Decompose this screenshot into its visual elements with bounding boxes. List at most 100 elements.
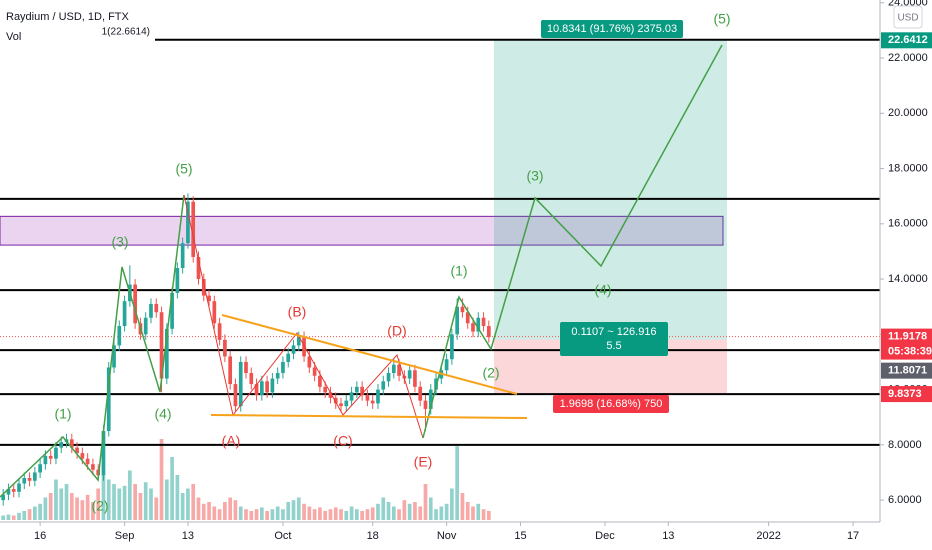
candle-body (296, 337, 301, 346)
volume-bar (318, 507, 322, 520)
x-tick-label: Oct (274, 530, 291, 542)
volume-bar (223, 502, 227, 520)
countdown-box (881, 343, 932, 360)
candle-body (170, 292, 174, 329)
volume-bar (59, 488, 64, 520)
candle-body (476, 317, 481, 332)
volume-bar (233, 500, 238, 520)
volume-bar (32, 506, 37, 520)
volume-bar (249, 511, 254, 520)
candle-body (254, 384, 259, 396)
candle-body (386, 373, 391, 382)
volume-bar (323, 511, 328, 520)
volume-bar (186, 488, 190, 520)
volume-bar (244, 509, 248, 520)
candle-body (397, 364, 401, 376)
volume-bar (355, 509, 359, 520)
volume-bar (397, 509, 401, 520)
volume-bar (286, 502, 291, 520)
wave-label: (2) (482, 365, 499, 381)
candle-body (349, 392, 354, 401)
candle-body (149, 303, 153, 318)
volume-bar (22, 511, 27, 520)
candle-body (486, 326, 491, 338)
candle-body (270, 378, 275, 393)
wave-label: (5) (713, 11, 730, 27)
candle-body (207, 295, 211, 302)
countdown: 05:38:39 (888, 346, 932, 358)
volume-bar (344, 511, 349, 520)
candle-body (85, 458, 90, 465)
y-tick-label: 6.0000 (888, 494, 922, 506)
volume-bar (212, 506, 217, 520)
candle-body (91, 464, 95, 470)
volume-bar (143, 482, 148, 520)
volume-bar (439, 506, 444, 520)
wave-label: (A) (222, 433, 241, 449)
volume-bar (275, 506, 280, 520)
levels-layer: 1(22.6614) (0, 26, 880, 446)
candle-body (265, 381, 269, 393)
candle-body (391, 364, 396, 374)
candle-body (302, 337, 306, 357)
volume-bar (444, 503, 449, 520)
x-tick-label: 13 (662, 530, 674, 542)
candle-body (69, 439, 74, 448)
wave-label: (2) (91, 498, 108, 514)
volume-bar (128, 470, 132, 520)
volume-bar (11, 515, 16, 520)
stop-price-box (881, 386, 932, 403)
candle-body (455, 306, 460, 335)
y-tick-label: 24.0000 (888, 0, 928, 9)
candle-body (175, 268, 180, 293)
chart-title: Raydium / USD, 1D, FTX (6, 11, 130, 23)
currency-box[interactable] (893, 5, 923, 29)
y-tick-label: 16.0000 (888, 218, 928, 230)
y-tick-label: 14.0000 (888, 273, 928, 285)
volume-bar (196, 497, 201, 520)
wave-label: (D) (387, 323, 406, 339)
volume-bar (328, 509, 333, 520)
candle-body (117, 326, 122, 346)
candle-body (186, 201, 190, 244)
volume-bar (149, 488, 153, 520)
level-label: 1(22.6614) (102, 26, 150, 37)
volume-bar (138, 493, 143, 520)
candle-body (154, 303, 159, 313)
candle-body (217, 323, 222, 340)
volume-bar (91, 502, 95, 520)
candle-body (376, 389, 380, 404)
wave-label: (5) (175, 161, 192, 177)
candle-body (201, 279, 206, 296)
volume-bar (201, 503, 206, 520)
candle-body (428, 389, 433, 409)
volume-bar (349, 506, 354, 520)
volume-bar (75, 497, 79, 520)
candle-body (471, 323, 475, 332)
volume-bar (43, 497, 48, 520)
candle-body (323, 386, 328, 393)
candle-body (196, 256, 201, 280)
target-label: 10.8341 (91.76%) 2375.03 (547, 23, 677, 35)
candle-body (17, 483, 21, 492)
volume-bar (228, 497, 233, 520)
candle-body (238, 361, 243, 407)
volume-bar (38, 503, 42, 520)
candle-body (312, 367, 317, 376)
volume-bar (365, 509, 370, 520)
drawings (0, 44, 723, 498)
volume-bar (175, 475, 180, 520)
candle-body (370, 400, 375, 404)
y-tick-label: 20.0000 (888, 107, 928, 119)
stop-price: 9.8373 (888, 388, 922, 400)
trend-line (221, 314, 518, 395)
volume-bar (455, 446, 460, 520)
x-tick-label: 15 (514, 530, 526, 542)
wave-line (0, 194, 185, 498)
candle-body (223, 339, 227, 357)
stop-box (553, 395, 669, 413)
volume-bar (48, 493, 53, 520)
candle-body (423, 400, 428, 409)
volume-bar (481, 509, 486, 520)
candle-body (159, 312, 164, 379)
